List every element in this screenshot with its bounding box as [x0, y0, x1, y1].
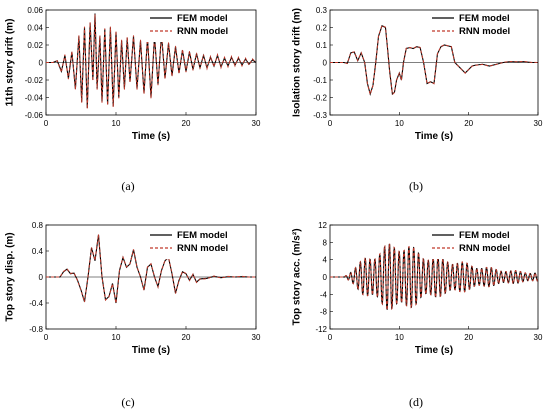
y-tick-label: -4 — [320, 290, 328, 299]
y-tick-label: 0.06 — [27, 6, 43, 15]
y-tick-label: 8 — [323, 238, 328, 247]
y-tick-label: 0.1 — [316, 41, 328, 50]
x-tick-label: 10 — [112, 119, 121, 128]
legend-entry: RNN model — [459, 26, 510, 37]
legend: FEM model RNN model — [146, 12, 255, 42]
x-tick-label: 30 — [252, 119, 261, 128]
series-line-rnn — [46, 234, 256, 304]
y-tick-label: -0.04 — [25, 94, 44, 103]
panel-caption: (b) — [409, 179, 423, 193]
x-tick-label: 0 — [328, 119, 333, 128]
y-tick-label: -0.1 — [313, 76, 327, 85]
series-line-rnn — [330, 243, 538, 311]
y-tick-label: -0.4 — [29, 299, 43, 308]
legend-entry: FEM model — [177, 230, 228, 241]
x-tick-label: 20 — [464, 119, 473, 128]
y-axis-label: Top story acc. (m/s²) — [292, 228, 303, 325]
x-tick-label: 10 — [395, 119, 404, 128]
y-tick-label: 0.2 — [316, 24, 328, 33]
x-tick-label: 10 — [112, 333, 121, 342]
y-axis-label: 11th story drift (m) — [5, 19, 16, 107]
legend-entry: FEM model — [177, 13, 228, 24]
x-tick-label: 10 — [395, 333, 404, 342]
y-tick-label: 0 — [323, 273, 328, 282]
series-line-rnn — [46, 14, 256, 109]
y-tick-label: -0.2 — [313, 94, 327, 103]
legend-entry: FEM model — [459, 230, 510, 241]
x-tick-label: 30 — [534, 119, 543, 128]
panel-caption: (a) — [121, 179, 134, 193]
chart-panel-c: -0.8 -0.4 0 0.4 0.8 0 10 20 30 Time (s) Top story … — [5, 221, 261, 409]
y-tick-label: 0 — [39, 59, 44, 68]
y-tick-label: 0.04 — [27, 24, 43, 33]
legend: FEM model RNN model — [146, 229, 255, 259]
x-tick-label: 30 — [252, 333, 261, 342]
legend: FEM model RNN model — [428, 229, 537, 259]
x-axis-label: Time (s) — [132, 131, 170, 142]
y-tick-label: 0.4 — [32, 247, 44, 256]
y-axis-label: Isolation story drift (m) — [292, 8, 303, 117]
y-tick-label: -12 — [315, 325, 327, 334]
panel-caption: (d) — [409, 395, 423, 409]
chart-panel-a: -0.06 -0.04 -0.02 0 0.02 0.04 0.06 0 10 20 30 Time … — [5, 6, 261, 193]
y-tick-label: -0.8 — [29, 325, 43, 334]
chart-panel-d: -12 -8 -4 0 4 8 12 0 10 20 30 Time (s) Top story acc… — [292, 221, 543, 409]
y-tick-label: 0 — [323, 59, 328, 68]
y-tick-label: 12 — [318, 221, 327, 230]
y-axis-label: Top story disp. (m) — [5, 232, 16, 321]
x-axis-label: Time (s) — [415, 131, 453, 142]
y-tick-label: 0.3 — [316, 6, 328, 15]
legend-entry: RNN model — [177, 243, 228, 254]
x-axis-label: Time (s) — [132, 345, 170, 356]
legend: FEM model RNN model — [428, 12, 537, 42]
chart-panel-b: -0.3 -0.2 -0.1 0 0.1 0.2 0.3 0 10 20 30 Time (s) Iso… — [292, 6, 543, 193]
panel-caption: (c) — [121, 395, 134, 409]
y-tick-label: -0.06 — [25, 111, 44, 120]
x-axis-label: Time (s) — [415, 345, 453, 356]
y-tick-label: 4 — [323, 256, 328, 265]
x-tick-label: 0 — [44, 333, 49, 342]
x-tick-label: 0 — [44, 119, 49, 128]
x-tick-label: 20 — [464, 333, 473, 342]
legend-entry: FEM model — [459, 13, 510, 24]
y-tick-label: -0.3 — [313, 111, 327, 120]
series-line-rnn — [330, 24, 538, 97]
legend-entry: RNN model — [177, 26, 228, 37]
x-tick-label: 0 — [328, 333, 333, 342]
y-tick-label: -0.02 — [25, 76, 44, 85]
y-tick-label: 0.8 — [32, 221, 44, 230]
y-tick-label: 0.02 — [27, 41, 43, 50]
legend-entry: RNN model — [459, 243, 510, 254]
y-tick-label: 0 — [39, 273, 44, 282]
x-tick-label: 20 — [182, 333, 191, 342]
x-tick-label: 20 — [182, 119, 191, 128]
y-tick-label: -8 — [320, 308, 328, 317]
x-tick-label: 30 — [534, 333, 543, 342]
